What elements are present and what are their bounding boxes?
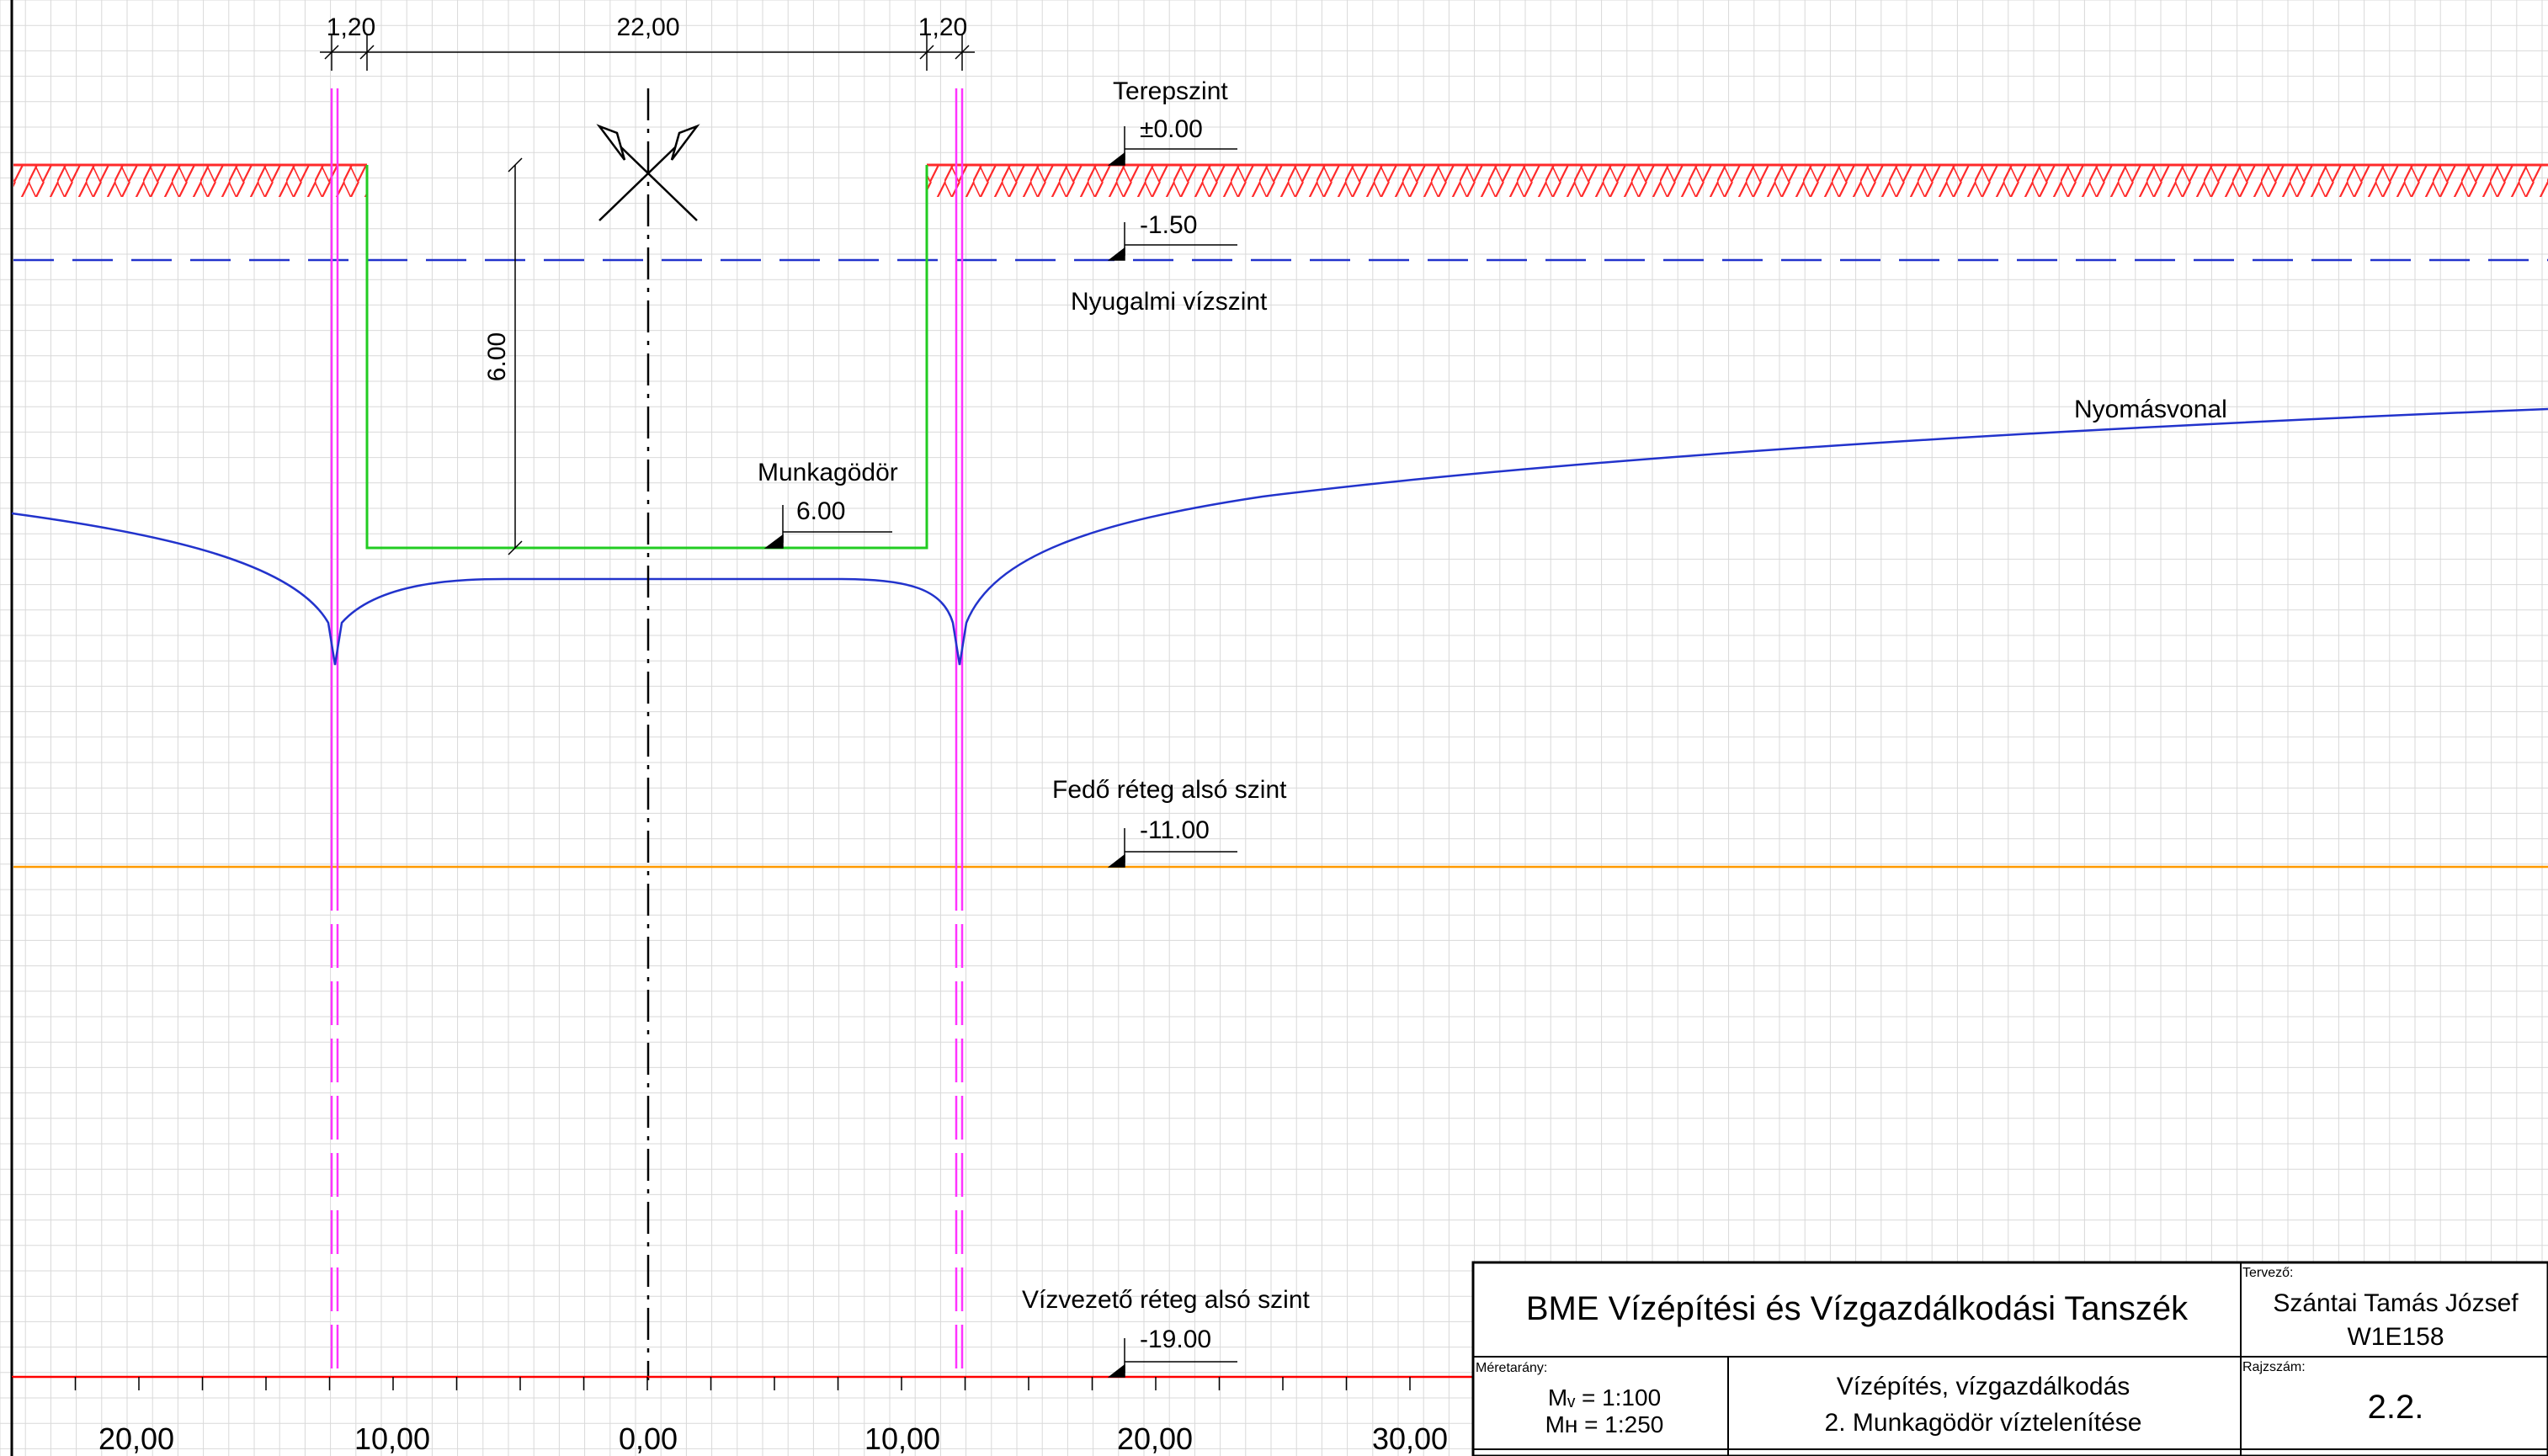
well-right <box>955 88 964 1377</box>
ground-surface <box>13 163 2548 197</box>
institution-name: BME Vízépítési és Vízgazdálkodási Tanszé… <box>1526 1290 2189 1327</box>
dim-right-well: 1,20 <box>918 13 967 41</box>
dim-pit-width: 22,00 <box>616 13 679 41</box>
scale-label: Méretarány: <box>1476 1361 1547 1375</box>
dim-left-well: 1,20 <box>327 13 375 41</box>
crossed-flags-icon <box>596 124 700 221</box>
water-title: Nyugalmi vízszint <box>1071 288 1268 316</box>
pressure-line-label: Nyomásvonal <box>2074 396 2227 423</box>
axis-ticks <box>11 1377 1411 1390</box>
top-dimension <box>320 34 975 71</box>
axis-tick-label: 20,00 <box>98 1421 174 1456</box>
pit-depth-dimension <box>508 157 523 555</box>
pit-title: Munkagödör <box>758 459 898 486</box>
water-level: -1.50 <box>1140 211 1197 239</box>
excavation-pit <box>365 165 928 550</box>
ground-hatch-left <box>13 165 367 197</box>
drawing-number-label: Rajzszám: <box>2242 1360 2306 1374</box>
title-block <box>1471 1261 2548 1456</box>
axis-tick-label: 10,00 <box>864 1421 940 1456</box>
scale-vertical: Mᵥ = 1:100 <box>1548 1384 1661 1411</box>
drawing-number: 2.2. <box>2368 1389 2424 1426</box>
drawing-title: 2. Munkagödör víztelenítése <box>1825 1409 2142 1437</box>
aquifer-title: Vízvezető réteg alsó szint <box>1022 1286 1311 1314</box>
cover-level: -11.00 <box>1140 816 1210 844</box>
axis-tick-label: 10,00 <box>354 1421 430 1456</box>
axis-labels: 20,00 10,00 0,00 10,00 20,00 30,00 <box>98 1421 1448 1456</box>
pit-depth-label: 6.00 <box>483 332 511 381</box>
axis-tick-label: 0,00 <box>619 1421 678 1456</box>
aquifer-level: -19.00 <box>1140 1326 1211 1353</box>
subject-name: Vízépítés, vízgazdálkodás <box>1837 1373 2130 1400</box>
cover-title: Fedő réteg alsó szint <box>1052 776 1287 804</box>
level-markers <box>763 126 1237 1378</box>
axis-tick-label: 30,00 <box>1372 1421 1448 1456</box>
designer-label: Tervező: <box>2242 1266 2293 1280</box>
ground-hatch-right <box>927 165 2548 197</box>
axis-tick-label: 20,00 <box>1117 1421 1193 1456</box>
pressure-line-curve <box>11 407 2548 666</box>
designer-name: Szántai Tamás József <box>2273 1289 2519 1317</box>
designer-code: W1E158 <box>2347 1323 2444 1351</box>
terrain-title: Terepszint <box>1113 77 1228 105</box>
well-left <box>330 88 339 1377</box>
pit-level: 6.00 <box>796 497 845 525</box>
terrain-level: ±0.00 <box>1140 115 1203 143</box>
scale-horizontal: Mʜ = 1:250 <box>1545 1411 1664 1437</box>
